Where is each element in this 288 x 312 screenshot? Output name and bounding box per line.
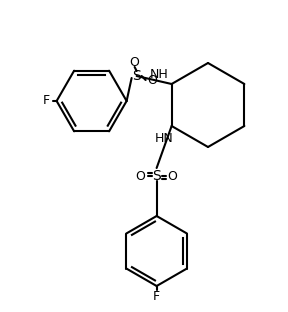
Text: S: S <box>152 169 161 183</box>
Text: HN: HN <box>154 131 173 144</box>
Text: S: S <box>132 69 141 83</box>
Text: O: O <box>148 74 158 86</box>
Text: F: F <box>153 290 160 303</box>
Text: F: F <box>43 95 50 108</box>
Text: O: O <box>168 169 178 183</box>
Text: NH: NH <box>150 69 168 81</box>
Text: O: O <box>136 169 145 183</box>
Text: O: O <box>130 56 140 69</box>
